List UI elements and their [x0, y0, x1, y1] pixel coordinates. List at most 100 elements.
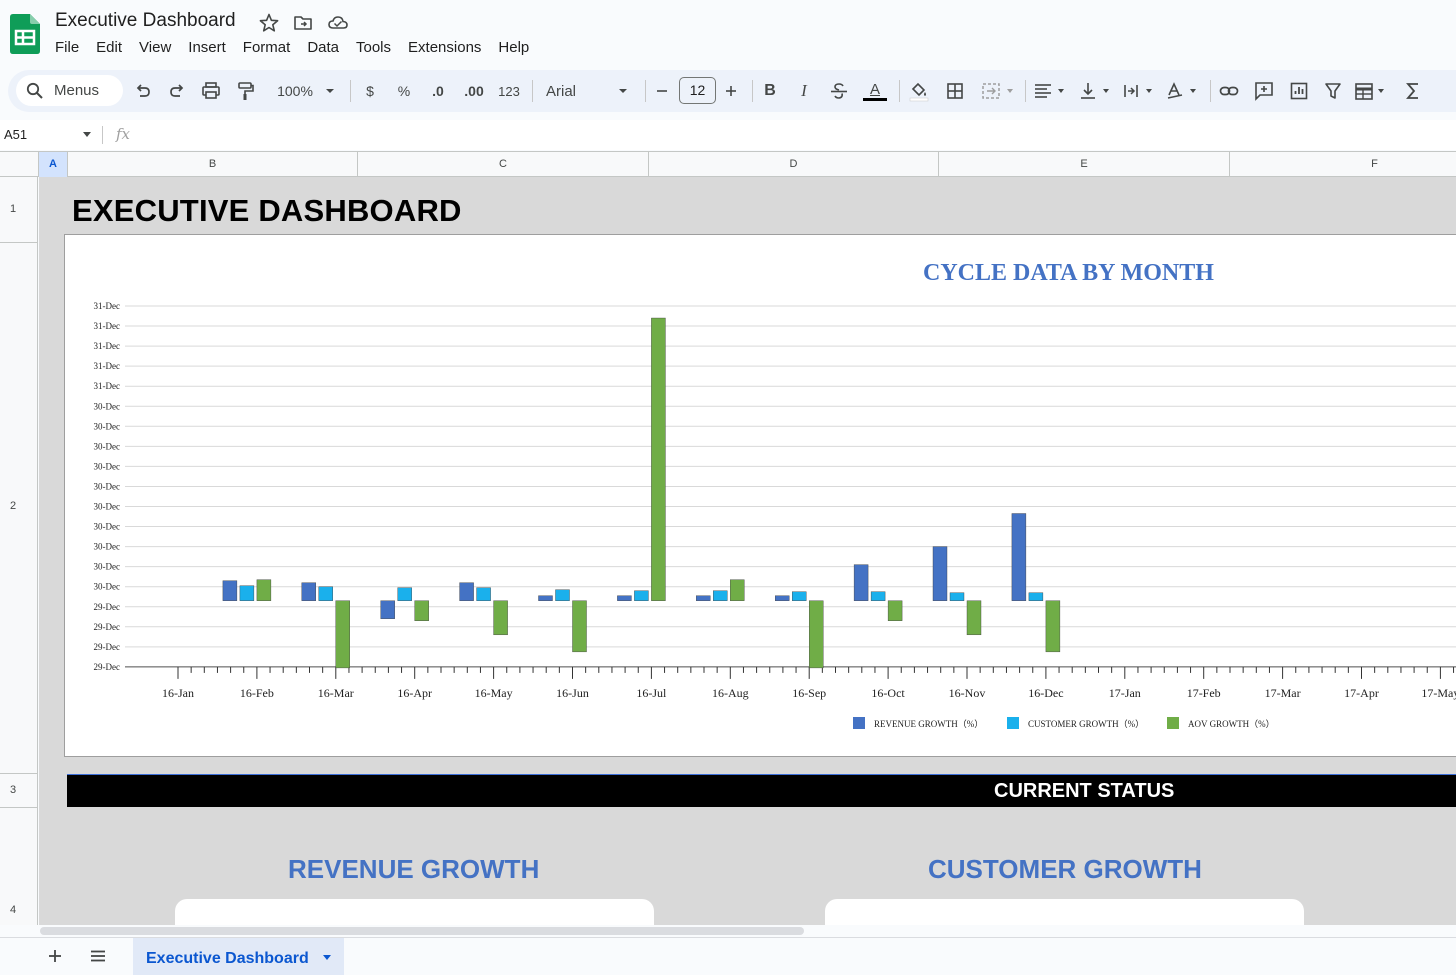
cloud-status-icon[interactable]	[327, 12, 349, 34]
row-header-4[interactable]: 4	[0, 808, 37, 925]
horizontal-align-button[interactable]	[1033, 79, 1069, 103]
decrease-font-size-button[interactable]	[654, 79, 670, 103]
select-all-corner[interactable]	[0, 152, 39, 177]
bold-button[interactable]: B	[764, 82, 776, 99]
bar-aov	[493, 600, 508, 636]
bar-revenue	[617, 595, 632, 601]
paint-format-button[interactable]	[234, 79, 256, 103]
column-header-a[interactable]: A	[39, 152, 68, 177]
number-format-button[interactable]: 123	[498, 83, 520, 99]
column-header-b[interactable]: B	[68, 152, 358, 177]
sheet-tab-bar: Executive Dashboard	[0, 937, 1456, 975]
column-header-d[interactable]: D	[649, 152, 939, 177]
strikethrough-button[interactable]	[828, 79, 850, 103]
text-wrapping-button[interactable]	[1122, 79, 1158, 103]
sheets-logo-icon[interactable]	[10, 14, 40, 54]
italic-button[interactable]: I	[801, 81, 807, 100]
row-header-1[interactable]: 1	[0, 177, 37, 243]
bar-revenue	[1011, 513, 1027, 601]
x-tick-label: 17-Jan	[1109, 686, 1141, 700]
chart-container[interactable]: CYCLE DATA BY MONTH 31-Dec 31-Dec 31-Dec 31…	[64, 234, 1456, 757]
merge-cells-button[interactable]	[980, 79, 1016, 103]
y-tick-label: 29-Dec	[94, 602, 121, 612]
y-tick-label: 31-Dec	[94, 341, 121, 351]
bar-customer	[397, 587, 412, 601]
all-sheets-menu-icon[interactable]	[89, 947, 107, 965]
menu-view[interactable]: View	[139, 39, 172, 56]
column-header-f[interactable]: F	[1230, 152, 1456, 177]
text-wrap-icon	[1124, 85, 1152, 97]
percent-format-button[interactable]: %	[397, 83, 411, 99]
increase-font-size-button[interactable]	[723, 79, 739, 103]
zoom-dropdown-icon[interactable]	[325, 79, 335, 103]
insert-chart-button[interactable]	[1288, 79, 1310, 103]
menu-bar: File Edit View Insert Format Data Tools …	[55, 39, 546, 56]
text-color-button[interactable]: A	[863, 79, 887, 103]
font-dropdown-icon[interactable]	[618, 79, 628, 103]
toolbar-divider	[645, 80, 646, 102]
menu-insert[interactable]: Insert	[188, 39, 226, 56]
menu-format[interactable]: Format	[242, 39, 291, 56]
move-folder-icon[interactable]	[292, 12, 314, 34]
toolbar-divider	[532, 80, 533, 102]
bar-aov	[414, 600, 429, 621]
filter-views-button[interactable]	[1354, 79, 1390, 103]
column-header-c[interactable]: C	[358, 152, 649, 177]
sheet-tab-executive-dashboard[interactable]: Executive Dashboard	[133, 938, 344, 975]
column-header-e[interactable]: E	[939, 152, 1230, 177]
currency-format-button[interactable]: $	[366, 83, 374, 99]
insert-link-button[interactable]	[1218, 79, 1240, 103]
decrease-decimal-button[interactable]: .0	[432, 83, 444, 99]
menu-file[interactable]: File	[55, 39, 80, 56]
redo-button[interactable]	[166, 79, 188, 103]
font-size-input[interactable]: 12	[679, 77, 716, 104]
name-box[interactable]: A51	[4, 127, 28, 142]
zoom-select[interactable]: 100%	[277, 83, 313, 99]
merge-cells-icon	[982, 83, 1013, 99]
menus-search[interactable]: Menus	[16, 75, 123, 106]
print-button[interactable]	[200, 79, 222, 103]
name-box-dropdown-icon[interactable]	[82, 132, 92, 138]
bar-aov	[335, 600, 350, 669]
menu-data[interactable]: Data	[307, 39, 339, 56]
filter-button[interactable]	[1322, 79, 1344, 103]
scrollbar-thumb[interactable]	[40, 927, 804, 935]
row-header-3[interactable]: 3	[0, 774, 37, 808]
add-sheet-icon[interactable]	[46, 947, 64, 965]
row-number: 2	[10, 500, 17, 512]
bar-customer	[555, 589, 570, 601]
menu-help[interactable]: Help	[498, 39, 530, 56]
horizontal-scrollbar[interactable]	[0, 925, 1456, 937]
y-tick-label: 29-Dec	[94, 662, 121, 672]
sheet-canvas[interactable]: EXECUTIVE DASHBOARD CYCLE DATA BY MONTH …	[39, 177, 1456, 925]
text-color-label: A	[869, 80, 880, 98]
text-rotation-button[interactable]	[1166, 79, 1202, 103]
font-family-select[interactable]: Arial	[546, 82, 577, 100]
insert-comment-button[interactable]	[1253, 79, 1275, 103]
functions-button[interactable]	[1402, 79, 1424, 103]
menu-extensions[interactable]: Extensions	[408, 39, 482, 56]
legend-label: REVENUE GROWTH（%）	[874, 719, 983, 729]
filter-icon	[1325, 83, 1341, 99]
undo-button[interactable]	[132, 79, 154, 103]
bar-aov	[572, 600, 587, 653]
bar-aov	[1045, 600, 1061, 653]
star-icon[interactable]	[258, 12, 280, 34]
document-title[interactable]: Executive Dashboard	[55, 10, 236, 31]
menu-tools[interactable]: Tools	[356, 39, 392, 56]
customer-growth-heading: CUSTOMER GROWTH	[928, 854, 1202, 884]
sheet-tab-dropdown-icon[interactable]	[322, 955, 332, 961]
fx-icon: fx	[116, 125, 131, 143]
y-tick-label: 29-Dec	[94, 642, 121, 652]
fill-color-button[interactable]	[908, 79, 930, 103]
bar-aov	[256, 579, 272, 601]
borders-button[interactable]	[944, 79, 966, 103]
vertical-align-button[interactable]	[1078, 79, 1114, 103]
bar-aov	[887, 600, 903, 621]
increase-decimal-button[interactable]: .00	[464, 83, 484, 99]
bar-revenue	[222, 580, 238, 601]
bar-revenue	[932, 546, 948, 601]
menu-edit[interactable]: Edit	[96, 39, 123, 56]
row-header-2[interactable]: 2	[0, 243, 37, 774]
row-headers: 1 2 3 4	[0, 177, 38, 925]
